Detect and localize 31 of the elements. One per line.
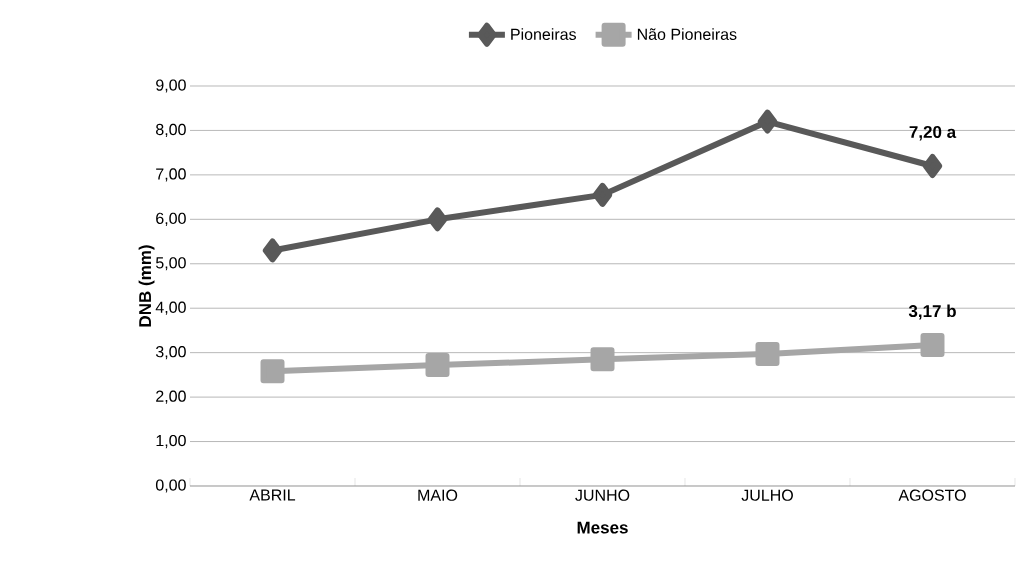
y-tick-label: 3,00 — [155, 346, 186, 360]
point — [260, 359, 285, 384]
point — [592, 182, 613, 207]
point — [922, 153, 943, 178]
point — [427, 207, 448, 232]
y-tick-label: 1,00 — [156, 434, 186, 449]
x-tick-label: JUNHO — [575, 489, 630, 501]
point — [920, 333, 945, 358]
y-tick-label: 8,00 — [156, 123, 186, 138]
point — [262, 238, 283, 263]
x-tick-label: MAIO — [418, 489, 458, 501]
point — [755, 341, 780, 366]
y-tick-label: 7,00 — [156, 168, 186, 182]
legend-label: Pioneiras — [511, 28, 577, 40]
point — [425, 353, 450, 378]
y-tick-label: 6,00 — [156, 212, 186, 226]
annotation: 7,20 a — [909, 125, 957, 141]
x-tick-label: ABRIL — [249, 489, 296, 501]
point — [757, 109, 778, 134]
x-axis-title: Meses — [577, 521, 628, 534]
y-axis-title: DNB (mm) — [138, 245, 155, 327]
legend-label: Não Pioneiras — [637, 28, 737, 40]
y-tick-label: 5,00 — [155, 257, 186, 271]
y-tick-label: 9,00 — [156, 79, 186, 93]
annotation: 3,17 b — [908, 304, 956, 320]
x-tick-label: AGOSTO — [898, 489, 966, 501]
y-tick-label: 4,00 — [155, 301, 186, 315]
y-tick-label: 0,00 — [155, 479, 186, 493]
point — [590, 347, 615, 372]
x-tick-label: JULHO — [741, 489, 793, 501]
y-tick-label: 2,00 — [156, 390, 186, 404]
